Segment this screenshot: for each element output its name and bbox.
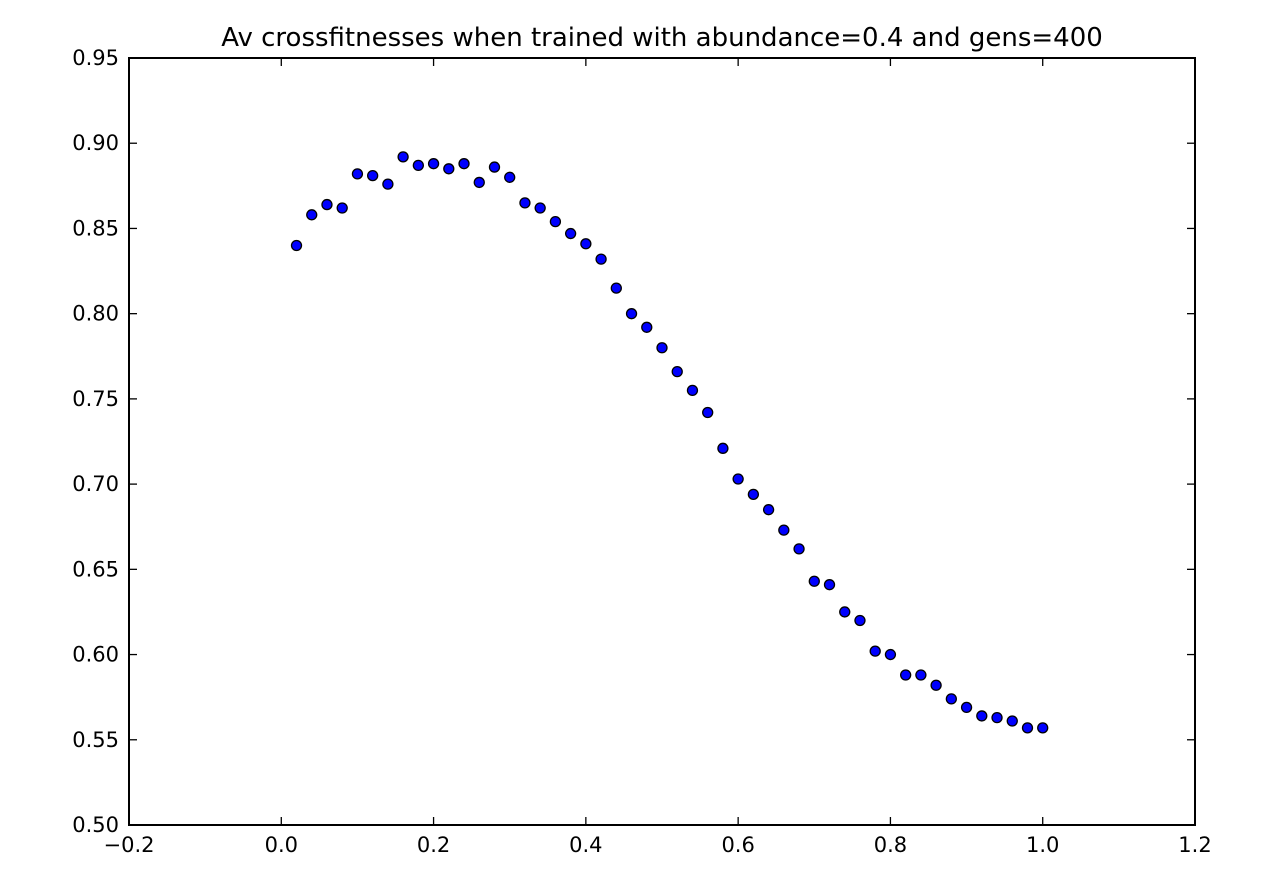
data-point: [306, 209, 318, 221]
y-tick-label: 0.75: [72, 387, 119, 411]
data-point: [427, 158, 440, 170]
data-point: [1021, 722, 1034, 734]
x-tick-label: 0.8: [874, 833, 907, 857]
chart-title: Av crossfitnesses when trained with abun…: [221, 23, 1103, 53]
data-point: [443, 163, 455, 175]
data-point: [915, 669, 927, 681]
data-point: [641, 321, 653, 333]
y-tick-label: 0.70: [72, 472, 119, 496]
data-point: [732, 473, 744, 485]
data-point: [367, 169, 379, 182]
data-point: [321, 198, 333, 211]
data-point: [747, 488, 760, 500]
data-point: [960, 701, 973, 714]
x-tick-label: 0.0: [265, 833, 298, 857]
y-tick-label: 0.90: [72, 131, 119, 155]
data-point: [686, 384, 699, 397]
y-tick-label: 0.65: [72, 557, 119, 581]
y-tick-label: 0.95: [72, 46, 119, 70]
x-tick-label: 0.4: [569, 833, 602, 857]
x-tick-label: 1.2: [1178, 833, 1211, 857]
data-point: [625, 308, 638, 320]
data-point: [671, 365, 683, 378]
x-tick-label: −0.2: [104, 833, 155, 857]
data-point: [793, 543, 805, 555]
data-point: [762, 504, 775, 516]
data-point: [945, 693, 957, 705]
y-tick-label: 0.55: [72, 728, 119, 752]
data-point: [656, 342, 668, 354]
data-point: [519, 197, 531, 209]
data-point: [976, 710, 988, 722]
plot-frame: [128, 57, 1196, 826]
marks-layer: [290, 151, 1049, 734]
data-point: [382, 178, 394, 190]
x-tick-label: 1.0: [1026, 833, 1059, 857]
data-point: [778, 524, 790, 536]
y-tick-label: 0.80: [72, 302, 119, 326]
data-point: [884, 648, 897, 661]
data-point: [595, 253, 607, 265]
data-point: [839, 606, 851, 618]
x-tick-label: 0.6: [721, 833, 754, 857]
data-point: [549, 215, 562, 228]
data-point: [473, 176, 485, 189]
data-point: [504, 171, 516, 183]
data-point: [397, 151, 409, 163]
data-point: [458, 158, 470, 170]
data-point: [808, 575, 820, 587]
data-point: [610, 282, 622, 294]
data-point: [717, 442, 729, 454]
data-point: [1037, 722, 1049, 734]
data-point: [488, 161, 501, 173]
axes-layer: −0.2 0.0 0.2 0.4 0.6 0.8 1.0 1.2 0.50 0.55 0.60 0.6…: [72, 46, 1211, 857]
data-point: [991, 711, 1003, 724]
y-tick-label: 0.50: [72, 813, 119, 837]
data-point: [854, 614, 866, 627]
y-tick-label: 0.85: [72, 216, 119, 240]
data-point: [564, 227, 577, 240]
x-tick-label: 0.2: [417, 833, 450, 857]
data-point: [351, 168, 364, 180]
data-point: [1006, 715, 1018, 727]
data-point: [534, 202, 546, 214]
data-point: [823, 579, 836, 591]
data-point: [702, 406, 714, 419]
y-tick-label: 0.60: [72, 643, 119, 667]
data-point: [580, 238, 592, 250]
data-point: [900, 669, 912, 681]
data-point: [412, 159, 424, 172]
data-point: [290, 239, 303, 252]
data-point: [930, 679, 942, 691]
data-point: [869, 645, 881, 657]
data-point: [336, 202, 348, 214]
